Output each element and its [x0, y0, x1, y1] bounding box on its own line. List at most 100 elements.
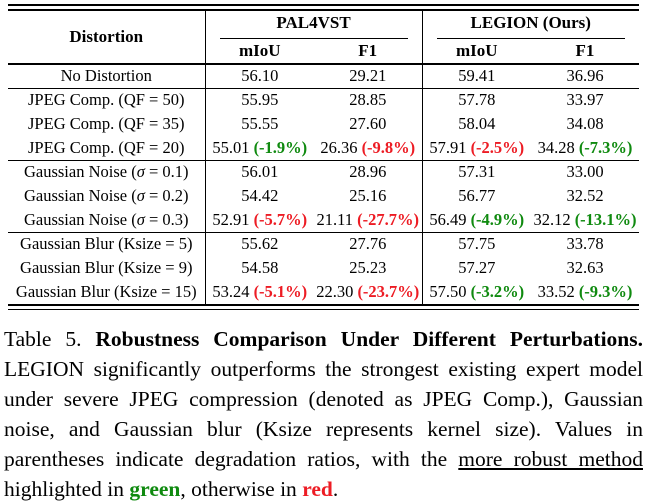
metric-cell: 33.78: [531, 231, 639, 256]
table-row: No Distortion 56.10 29.21 59.41 36.96: [8, 64, 639, 88]
metric-value: 36.96: [566, 66, 604, 86]
caption-segment: .: [332, 477, 339, 501]
metric-value: 54.58: [241, 258, 279, 277]
degradation-ratio: (-27.7%): [357, 209, 419, 229]
metric-value: 29.21: [349, 66, 387, 86]
column-group-pal4vst-label: PAL4VST: [276, 12, 351, 32]
metric-cell: 32.63: [531, 256, 639, 280]
metric-value: 55.95: [241, 90, 279, 110]
table-row: JPEG Comp. (QF = 35) 55.55 27.60 58.04 34.08: [8, 112, 639, 136]
table-top-double-rule: [8, 4, 639, 11]
table-row: Gaussian Noise (σ = 0.1) 56.01 28.96 57.31 3…: [8, 159, 639, 184]
column-header-legion-f1: F1: [531, 39, 639, 65]
degradation-ratio: (-7.3%): [578, 137, 633, 157]
distortion-label: JPEG Comp. (QF = 35): [8, 112, 206, 136]
metric-value: 56.49: [429, 209, 467, 229]
table-row: Gaussian Blur (Ksize = 5) 55.62 27.76 57.75…: [8, 231, 639, 256]
metric-value: 21.11: [316, 209, 354, 229]
metric-cell: 33.97: [531, 87, 639, 112]
metric-value: 25.23: [349, 258, 387, 277]
caption-segment: highlighted in: [4, 477, 130, 501]
metric-cell: 34.28 (-7.3%): [531, 136, 639, 160]
caption-segment: green: [129, 477, 181, 501]
metric-value: 33.52: [537, 282, 575, 301]
degradation-ratio: (-5.1%): [253, 282, 308, 301]
distortion-label: JPEG Comp. (QF = 20): [8, 136, 206, 160]
metric-cell: 25.16: [314, 184, 423, 208]
table-row: Gaussian Blur (Ksize = 9) 54.58 25.23 57.27…: [8, 256, 639, 280]
caption-segment: , otherwise in: [180, 477, 303, 501]
metric-value: 54.42: [241, 186, 279, 205]
metric-value: 55.01: [212, 137, 250, 157]
column-group-pal4vst: PAL4VST: [205, 11, 423, 39]
metric-value: 57.78: [458, 90, 496, 110]
table-row: Gaussian Noise (σ = 0.3) 52.91 (-5.7%) 21.…: [8, 208, 639, 232]
metric-value: 57.31: [458, 162, 496, 182]
metric-value: 33.97: [566, 90, 604, 110]
caption-segment: more robust method: [458, 447, 643, 471]
metric-value: 27.76: [349, 234, 387, 254]
metric-cell: 52.91 (-5.7%): [205, 208, 314, 232]
metric-value: 34.28: [537, 137, 575, 157]
metric-value: 32.63: [566, 258, 604, 277]
metric-cell: 59.41: [422, 64, 531, 88]
metric-cell: 55.01 (-1.9%): [205, 136, 314, 160]
metric-value: 56.10: [241, 66, 279, 86]
degradation-ratio: (-3.2%): [470, 282, 525, 301]
degradation-ratio: (-1.9%): [253, 137, 308, 157]
metric-cell: 56.49 (-4.9%): [422, 208, 531, 232]
caption-segment: LEGION significantly outperforms the str…: [4, 357, 643, 471]
metric-value: 32.12: [533, 209, 571, 229]
metric-value: 55.55: [241, 114, 279, 133]
metric-cell: 55.55: [205, 112, 314, 136]
distortion-label: Gaussian Blur (Ksize = 5): [8, 231, 206, 256]
metric-cell: 27.60: [314, 112, 423, 136]
metric-value: 52.91: [212, 209, 250, 229]
table-row: Gaussian Blur (Ksize = 15) 53.24 (-5.1%) 2…: [8, 280, 639, 304]
table-row: Gaussian Noise (σ = 0.2) 54.42 25.16 56.77 3…: [8, 184, 639, 208]
degradation-ratio: (-2.5%): [470, 137, 525, 157]
table-caption: Table 5. Robustness Comparison Under Dif…: [4, 324, 643, 504]
metric-cell: 26.36 (-9.8%): [314, 136, 423, 160]
metric-value: 56.01: [241, 162, 279, 182]
metric-cell: 22.30 (-23.7%): [314, 280, 423, 304]
results-table-figure: Distortion PAL4VST LEGION (Ours) mIoU F1…: [8, 4, 639, 310]
legion-underline-rule: [436, 37, 625, 39]
metric-cell: 58.04: [422, 112, 531, 136]
metric-cell: 28.85: [314, 87, 423, 112]
metric-cell: 55.95: [205, 87, 314, 112]
results-table: Distortion PAL4VST LEGION (Ours) mIoU F1…: [8, 11, 639, 304]
metric-cell: 53.24 (-5.1%): [205, 280, 314, 304]
metric-cell: 32.12 (-13.1%): [531, 208, 639, 232]
column-header-legion-miou: mIoU: [422, 39, 531, 65]
metric-cell: 28.96: [314, 159, 423, 184]
metric-cell: 56.01: [205, 159, 314, 184]
metric-cell: 21.11 (-27.7%): [314, 208, 423, 232]
metric-cell: 36.96: [531, 64, 639, 88]
metric-value: 28.85: [349, 90, 387, 110]
metric-cell: 57.50 (-3.2%): [422, 280, 531, 304]
pal4vst-underline-rule: [219, 37, 408, 39]
metric-cell: 54.42: [205, 184, 314, 208]
metric-value: 34.08: [566, 114, 604, 133]
header-row-metrics: mIoU F1 mIoU F1: [8, 39, 639, 65]
caption-segment: Robustness Comparison Under Different Pe…: [95, 327, 643, 351]
metric-cell: 56.10: [205, 64, 314, 88]
table-bottom-double-rule: [8, 304, 639, 310]
metric-cell: 55.62: [205, 231, 314, 256]
column-header-pal4vst-miou: mIoU: [205, 39, 314, 65]
metric-value: 53.24: [212, 282, 250, 301]
metric-cell: 34.08: [531, 112, 639, 136]
distortion-label: Gaussian Blur (Ksize = 15): [8, 280, 206, 304]
header-row-groups: Distortion PAL4VST LEGION (Ours): [8, 11, 639, 65]
degradation-ratio: (-9.8%): [361, 137, 416, 157]
distortion-label: No Distortion: [8, 64, 206, 88]
column-group-legion: LEGION (Ours): [422, 11, 639, 39]
metric-value: 57.27: [458, 258, 496, 277]
metric-cell: 57.31: [422, 159, 531, 184]
metric-value: 55.62: [241, 234, 279, 254]
degradation-ratio: (-13.1%): [574, 209, 637, 229]
distortion-label: Gaussian Blur (Ksize = 9): [8, 256, 206, 280]
degradation-ratio: (-9.3%): [578, 282, 633, 301]
degradation-ratio: (-23.7%): [357, 282, 420, 301]
